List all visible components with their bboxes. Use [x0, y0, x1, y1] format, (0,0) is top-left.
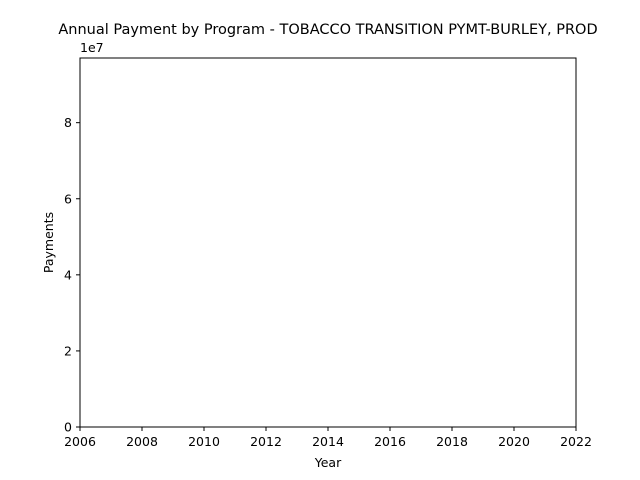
y-axis-offset-label: 1e7	[80, 40, 104, 55]
x-axis-ticks: 2006 2008 2010 2012 2014 2016 2018 2020 2022	[64, 427, 592, 449]
x-tick-label: 2014	[312, 434, 344, 449]
x-tick-label: 2018	[436, 434, 468, 449]
x-tick-label: 2012	[250, 434, 282, 449]
x-axis-label: Year	[314, 455, 342, 470]
y-tick-label: 4	[64, 267, 72, 282]
y-tick-label: 0	[64, 420, 72, 435]
y-tick-label: 2	[64, 343, 72, 358]
chart-title: Annual Payment by Program - TOBACCO TRAN…	[58, 22, 597, 38]
y-axis-ticks: 0 2 4 6 8	[64, 115, 80, 435]
y-axis-label: Payments	[41, 212, 56, 273]
x-tick-label: 2016	[374, 434, 406, 449]
x-tick-label: 2022	[560, 434, 592, 449]
y-tick-label: 8	[64, 115, 72, 130]
y-tick-label: 6	[64, 191, 72, 206]
x-tick-label: 2010	[188, 434, 220, 449]
x-tick-label: 2020	[498, 434, 530, 449]
x-tick-label: 2008	[126, 434, 158, 449]
x-tick-label: 2006	[64, 434, 96, 449]
